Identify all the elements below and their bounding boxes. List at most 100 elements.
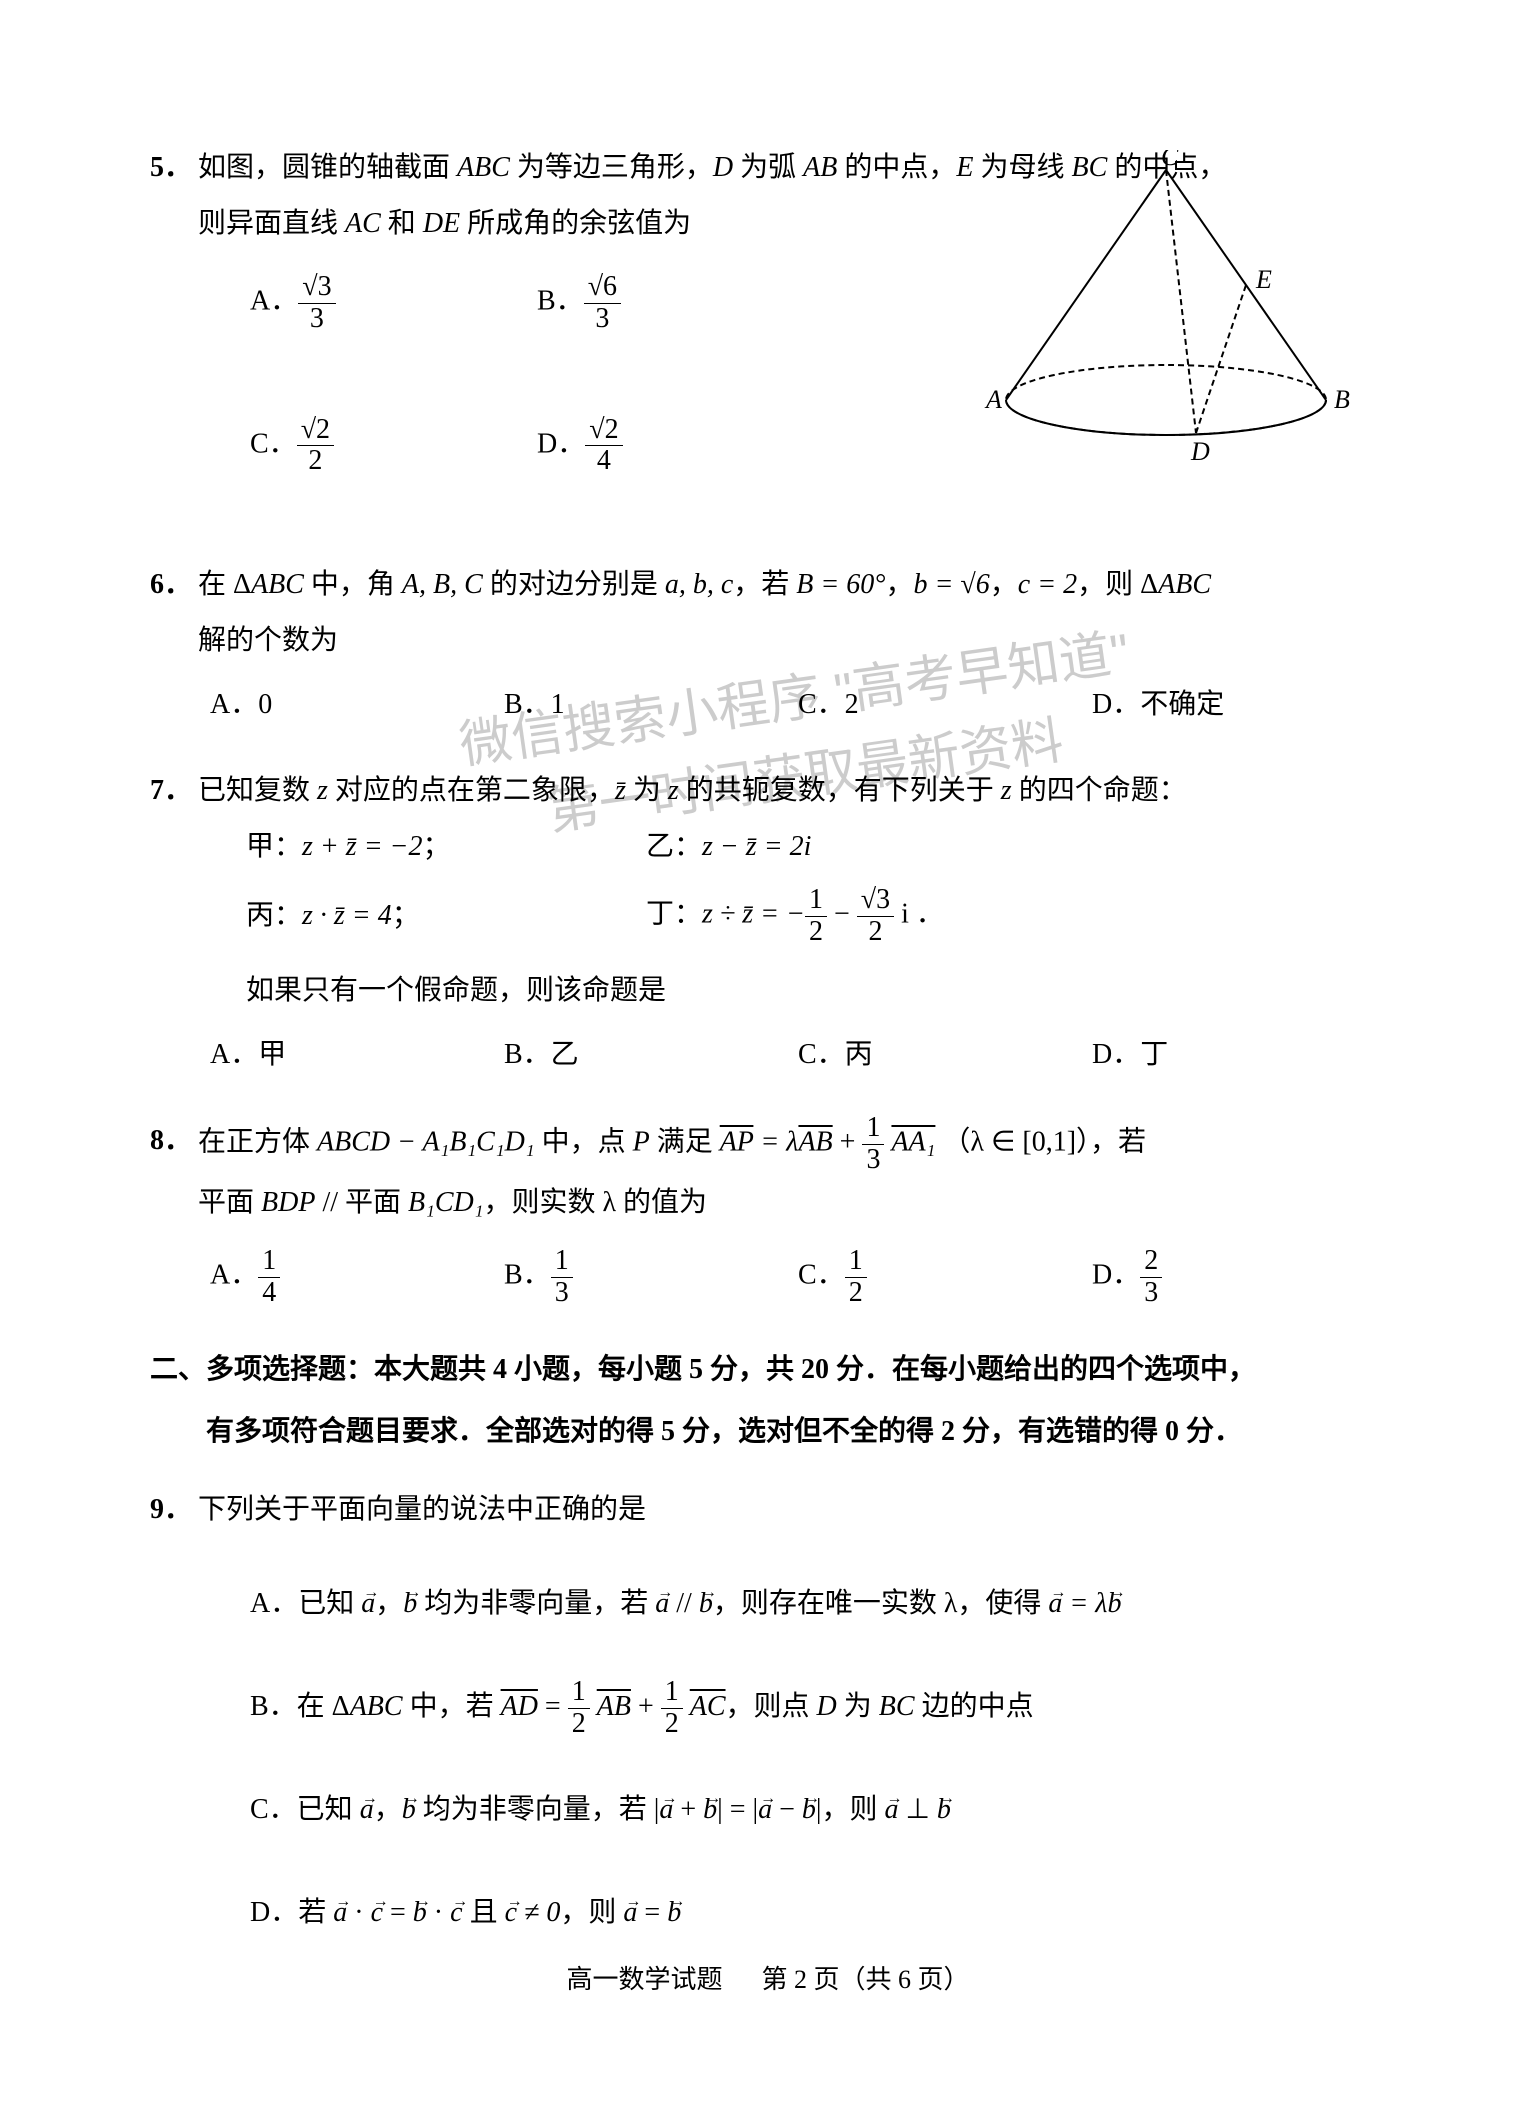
footer-page: 第 2 页（共 6 页）: [762, 1965, 970, 1994]
eq: =: [538, 1691, 568, 1722]
q7-text: 对应的点在第二象限，: [328, 775, 615, 806]
q8-option-c: C．12: [798, 1246, 1092, 1309]
plus: +: [673, 1794, 703, 1825]
frac-top: 2: [1140, 1246, 1162, 1278]
q5-text: 为弧: [733, 152, 803, 183]
footer-title: 高一数学试题: [566, 1965, 722, 1994]
q7-ding-label: 丁：: [646, 899, 702, 930]
frac-top: 1: [805, 885, 827, 917]
q9-options: A．已知 →a，→b 均为非零向量，若 →a // →b，则存在唯一实数 λ，使…: [150, 1568, 1386, 1949]
q5-options: A．√33 B．√63 C．√22 D．√24: [150, 272, 1386, 527]
frac-bot: 4: [585, 446, 622, 477]
opt-label: D．: [537, 428, 585, 459]
frac-top: √2: [585, 415, 622, 447]
q6-eq2: b = √6: [914, 569, 990, 600]
opt-label: C．: [798, 1260, 845, 1291]
q6-text: ，: [885, 569, 913, 600]
text: 且: [463, 1897, 505, 1928]
q9-text: 下列关于平面向量的说法中正确的是: [198, 1482, 1358, 1538]
text: ，则点: [726, 1691, 817, 1722]
frac-top: 1: [862, 1113, 884, 1145]
frac-top: 1: [661, 1677, 683, 1709]
d: D: [817, 1691, 837, 1722]
q5-text: 所成角的余弦值为: [460, 208, 691, 239]
vec-ad: AD: [501, 1691, 538, 1722]
perp: ⊥: [899, 1794, 937, 1825]
q8-plus: +: [833, 1127, 863, 1158]
eq: = λ: [1062, 1588, 1107, 1619]
q5-text: 和: [381, 208, 423, 239]
question-8: 8． 在正方体 ABCD − A₁B₁C₁D₁ 中，点 P 满足 AP = λA…: [150, 1113, 1386, 1309]
q7-ding-pre: z ÷ z̄ = −: [702, 899, 805, 930]
q6-sides: a, b, c: [665, 569, 733, 600]
q7-jia-label: 甲：: [246, 831, 302, 862]
q8-option-d: D．23: [1092, 1246, 1386, 1309]
question-6: 6． 在 ΔABC 中，角 A, B, C 的对边分别是 a, b, c，若 B…: [150, 557, 1386, 733]
question-7: 7． 已知复数 z 对应的点在第二象限，z̄ 为 z 的共轭复数，有下列关于 z…: [150, 763, 1386, 1083]
opt-label: A．: [250, 286, 298, 317]
q5-option-c: C．√22: [250, 415, 530, 478]
comma: ，: [374, 1794, 402, 1825]
frac-bot: 2: [661, 1709, 683, 1740]
text: ，则存在唯一实数 λ，使得: [713, 1588, 1049, 1619]
text: C．已知: [250, 1794, 360, 1825]
q6-eq1: B = 60°: [796, 569, 885, 600]
frac-bot: 3: [298, 304, 335, 335]
q7-z: z: [317, 775, 328, 806]
q8-ap-vec: AP: [720, 1127, 754, 1158]
q7-z: z: [1001, 775, 1012, 806]
q5-e: E: [956, 152, 973, 183]
text: ，则: [560, 1897, 623, 1928]
q5-text: 的中点，: [837, 152, 956, 183]
frac-bot: 4: [258, 1278, 280, 1309]
eq: | = |: [717, 1794, 758, 1825]
q6-option-d: D．不确定: [1092, 677, 1386, 733]
frac-bot: 2: [568, 1709, 590, 1740]
q8-text: 平面: [198, 1187, 261, 1218]
abc: ABC: [350, 1691, 403, 1722]
q7-text6: 如果只有一个假命题，则该命题是: [198, 963, 1358, 1019]
q7-jia-eq: z + z̄ = −2: [302, 831, 422, 862]
q5-text: 为母线: [974, 152, 1072, 183]
section2-line1: 二、多项选择题：本大题共 4 小题，每小题 5 分，共 20 分．在每小题给出的…: [150, 1339, 1386, 1401]
q8-option-b: B．13: [504, 1246, 798, 1309]
text: A．已知: [250, 1588, 361, 1619]
semi: ；: [423, 831, 451, 862]
q8-body: 在正方体 ABCD − A₁B₁C₁D₁ 中，点 P 满足 AP = λAB +…: [198, 1113, 1358, 1232]
q5-text: 如图，圆锥的轴截面: [198, 152, 457, 183]
q8-p: P: [633, 1127, 650, 1158]
q7-z: z: [668, 775, 679, 806]
q5-d: D: [713, 152, 733, 183]
q7-text: 的共轭复数，有下列关于: [679, 775, 1001, 806]
q6-abc: ABC: [251, 569, 304, 600]
q6-options: A．0 B．1 C．2 D．不确定: [150, 677, 1386, 733]
q7-yi-eq: z − z̄ = 2i: [702, 831, 811, 862]
q7-bing-label: 丙：: [246, 900, 302, 931]
q7-option-d: D．丁: [1092, 1027, 1386, 1083]
frac-bot: 3: [551, 1278, 573, 1309]
q8-text: 在正方体: [198, 1127, 317, 1158]
frac-top: 1: [568, 1677, 590, 1709]
q7-bing-eq: z · z̄ = 4: [302, 900, 392, 931]
vec-ac: AC: [690, 1691, 726, 1722]
parallel: //: [669, 1588, 699, 1619]
q5-ab: AB: [803, 152, 837, 183]
q5-de: DE: [423, 208, 460, 239]
text: B．在 Δ: [250, 1691, 350, 1722]
frac-bot: 2: [857, 917, 894, 948]
frac-top: √3: [857, 885, 894, 917]
q8-cube: ABCD − A₁B₁C₁D₁: [317, 1127, 535, 1158]
q7-ding-suf: i ．: [894, 899, 944, 930]
frac-top: 1: [258, 1246, 280, 1278]
q8-options: A．14 B．13 C．12 D．23: [150, 1246, 1386, 1309]
q8-text: 中，点: [535, 1127, 633, 1158]
q8-eq: = λ: [753, 1127, 798, 1158]
q9-option-d: D．若 →a · →c = →b · →c 且 →c ≠ 0，则 →a = →b: [250, 1877, 1386, 1950]
q5-text: 的中点，: [1107, 152, 1226, 183]
q6-text: 在 Δ: [198, 569, 251, 600]
q5-number: 5．: [150, 140, 198, 196]
q6-text: 中，角: [304, 569, 402, 600]
q6-option-a: A．0: [210, 677, 504, 733]
frac-bot: 3: [1140, 1278, 1162, 1309]
frac-top: 1: [551, 1246, 573, 1278]
